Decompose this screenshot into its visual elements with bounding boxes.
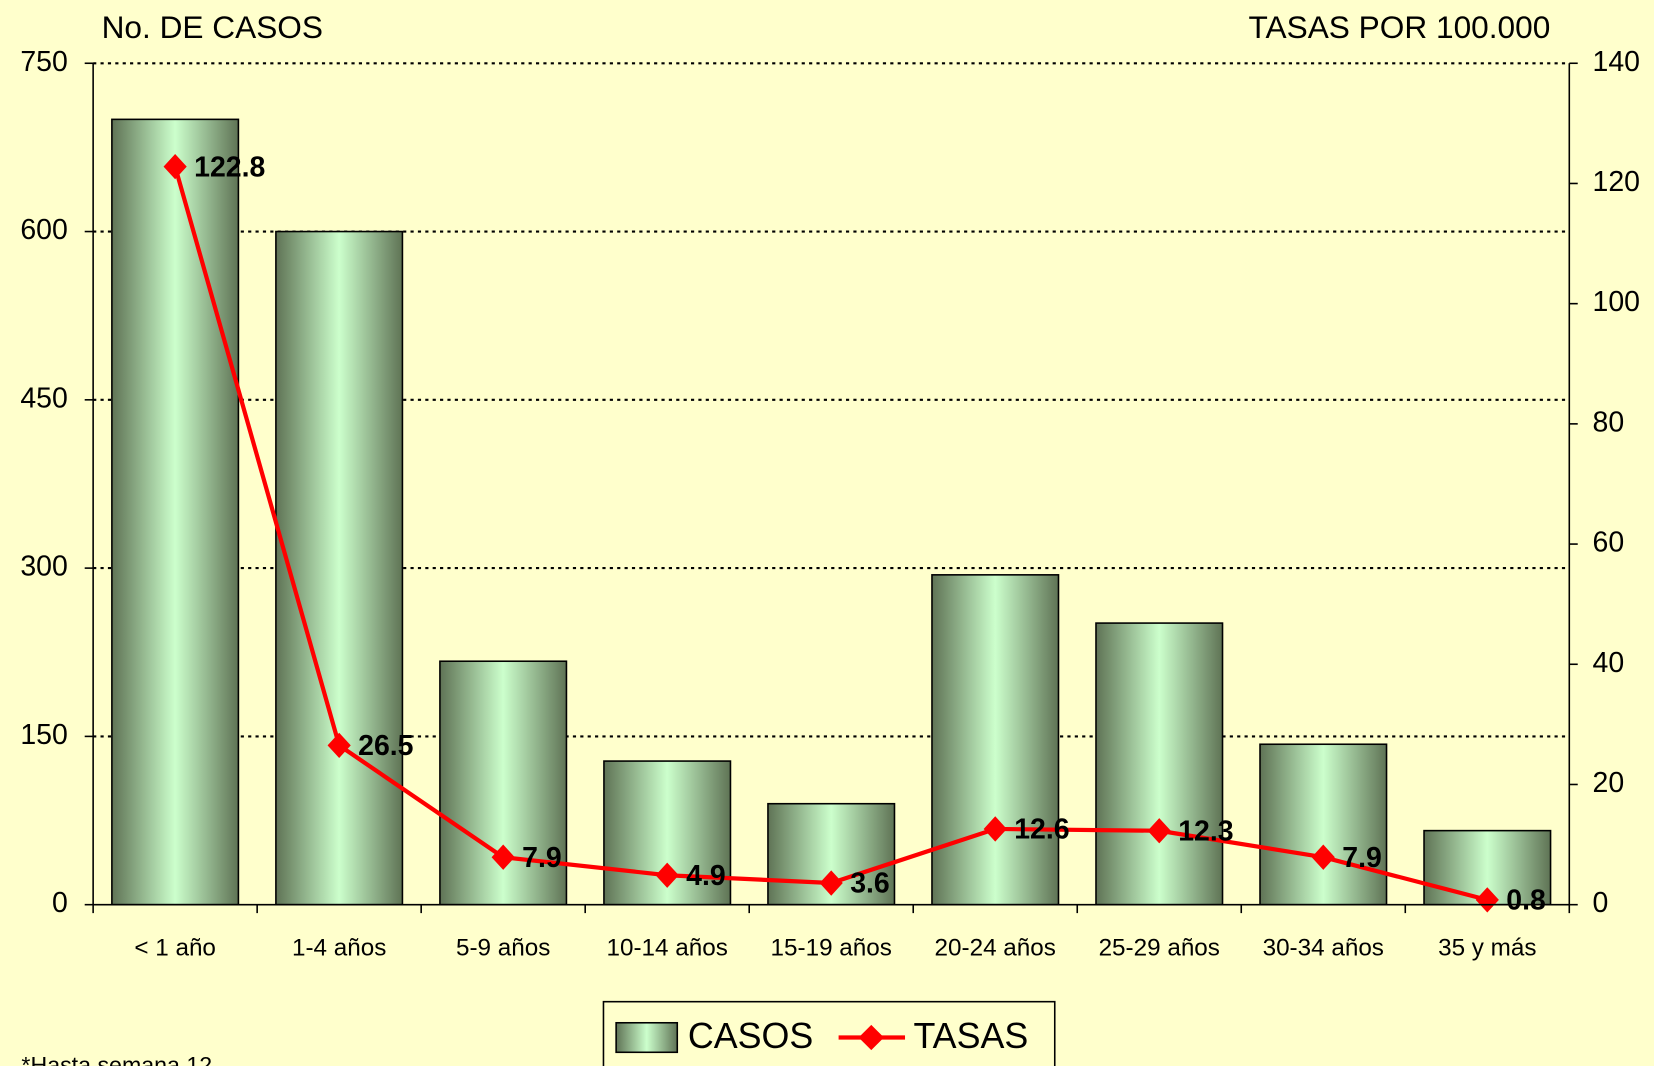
x-tick-label: 15-19 años bbox=[771, 934, 892, 961]
bar bbox=[1095, 622, 1224, 906]
bar bbox=[1259, 743, 1388, 906]
x-tick-label: 25-29 años bbox=[1099, 934, 1220, 961]
y2-tick-label: 140 bbox=[1592, 46, 1639, 78]
data-label: 7.9 bbox=[522, 842, 562, 874]
legend-box bbox=[602, 1000, 1056, 1066]
legend-label: TASAS bbox=[913, 1016, 1028, 1056]
data-label: 0.8 bbox=[1506, 884, 1546, 916]
x-tick-label: 1-4 años bbox=[292, 934, 386, 961]
marker bbox=[983, 816, 1007, 842]
legend-label: CASOS bbox=[688, 1016, 813, 1056]
data-label: 3.6 bbox=[850, 868, 890, 900]
x-tick-label: 35 y más bbox=[1438, 934, 1536, 961]
y-axis-title: No. DE CASOS bbox=[102, 9, 323, 45]
y-tick-label: 150 bbox=[20, 719, 67, 751]
y2-axis-title: TASAS POR 100.000 bbox=[1249, 9, 1551, 45]
x-tick-label: 5-9 años bbox=[456, 934, 550, 961]
data-label: 12.3 bbox=[1178, 815, 1233, 847]
marker bbox=[163, 153, 187, 180]
y-tick-label: 450 bbox=[20, 382, 67, 414]
x-tick-label: 20-24 años bbox=[935, 934, 1056, 961]
y-tick-label: 750 bbox=[20, 46, 67, 78]
data-label: 7.9 bbox=[1342, 842, 1382, 874]
y2-tick-label: 80 bbox=[1592, 406, 1624, 438]
marker bbox=[1311, 844, 1335, 870]
y-tick-label: 300 bbox=[20, 551, 67, 583]
y-tick-label: 0 bbox=[52, 887, 68, 919]
y2-tick-label: 100 bbox=[1592, 286, 1639, 318]
bar bbox=[111, 118, 240, 906]
legend-marker bbox=[858, 1024, 884, 1051]
marker bbox=[819, 870, 843, 896]
y2-tick-label: 40 bbox=[1592, 647, 1624, 679]
x-tick-label: < 1 año bbox=[134, 934, 216, 961]
marker bbox=[1475, 887, 1499, 913]
x-tick-label: 30-34 años bbox=[1263, 934, 1384, 961]
legend-swatch bbox=[615, 1021, 679, 1054]
footnote: *Hasta semana 12 bbox=[21, 1052, 212, 1066]
data-label: 4.9 bbox=[686, 860, 726, 892]
bar bbox=[275, 230, 404, 906]
y2-tick-label: 120 bbox=[1592, 166, 1639, 198]
x-tick-label: 10-14 años bbox=[607, 934, 728, 961]
bar bbox=[931, 574, 1060, 906]
y2-tick-label: 20 bbox=[1592, 767, 1624, 799]
data-label: 26.5 bbox=[358, 730, 414, 762]
y2-tick-label: 0 bbox=[1592, 887, 1608, 919]
data-label: 122.8 bbox=[194, 151, 265, 183]
y2-tick-label: 60 bbox=[1592, 527, 1624, 559]
data-label: 12.6 bbox=[1014, 814, 1069, 846]
y-tick-label: 600 bbox=[20, 214, 67, 246]
